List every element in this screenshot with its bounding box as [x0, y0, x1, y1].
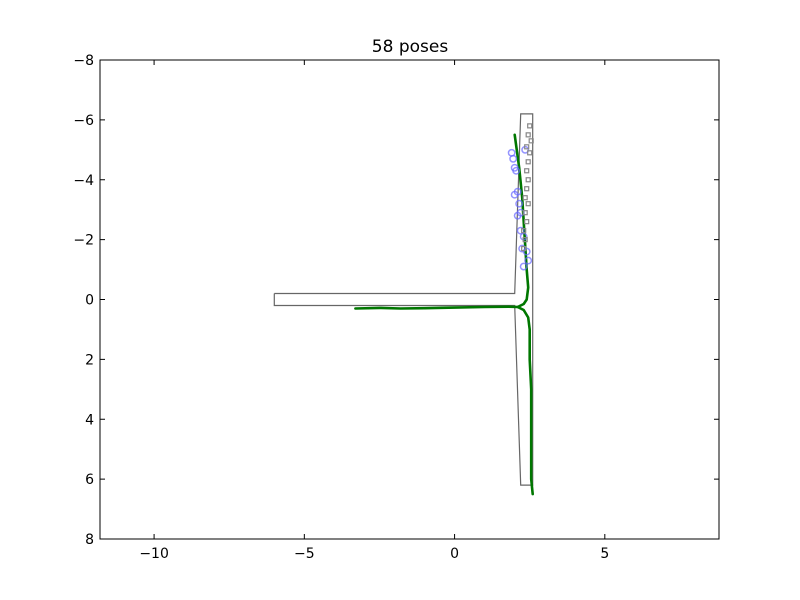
gray-marker-15	[521, 246, 527, 252]
y-tick-label-4: 0	[85, 293, 94, 309]
plot-frame	[99, 59, 720, 540]
y-tick-label-5: 2	[85, 352, 94, 368]
y-tick-label-1: −6	[73, 113, 94, 129]
trajectory-line-1	[354, 133, 530, 310]
blue-marker-1	[509, 154, 518, 163]
gray-marker-10	[525, 201, 531, 207]
gray-marker-8	[524, 186, 530, 192]
gray-marker-6	[524, 168, 530, 174]
y-tick-label-0: −8	[73, 53, 94, 69]
y-tick-label-3: −2	[73, 233, 94, 249]
y-tick-label-7: 6	[85, 472, 94, 488]
blue-marker-12	[522, 247, 531, 256]
blue-marker-13	[524, 256, 533, 265]
gray-marker-13	[521, 228, 527, 234]
gray-marker-0	[527, 123, 533, 129]
corridor-outline	[273, 113, 534, 486]
gray-marker-9	[522, 195, 528, 201]
y-tick-label-2: −4	[73, 173, 94, 189]
blue-marker-9	[516, 226, 525, 235]
axes: −10 −5 0 5 −8 −6 −4 −2 0 2 4 6 8	[73, 53, 720, 562]
gray-marker-7	[525, 177, 531, 183]
x-tick-label-0: −10	[139, 546, 169, 562]
gray-marker-12	[524, 219, 530, 225]
plot-area	[273, 113, 534, 496]
gray-marker-4	[527, 150, 533, 156]
gray-marker-5	[525, 159, 531, 165]
x-tick-label-3: 5	[600, 546, 609, 562]
blue-marker-5	[510, 190, 519, 199]
y-tick-label-8: 8	[85, 532, 94, 548]
x-tick-label-2: 0	[450, 546, 459, 562]
y-tick-label-6: 4	[85, 412, 94, 428]
gray-marker-14	[522, 237, 528, 243]
x-tick-label-1: −5	[294, 546, 315, 562]
chart-title: 58 poses	[372, 37, 449, 57]
blue-marker-14	[519, 262, 528, 271]
trajectory-line-2	[516, 305, 534, 496]
gray-marker-2	[528, 138, 534, 144]
gray-marker-1	[525, 132, 531, 138]
gray-marker-11	[522, 210, 528, 216]
blue-marker-8	[513, 211, 522, 220]
blue-marker-3	[512, 166, 521, 175]
gray-marker-3	[524, 144, 530, 150]
blue-marker-6	[515, 199, 524, 208]
